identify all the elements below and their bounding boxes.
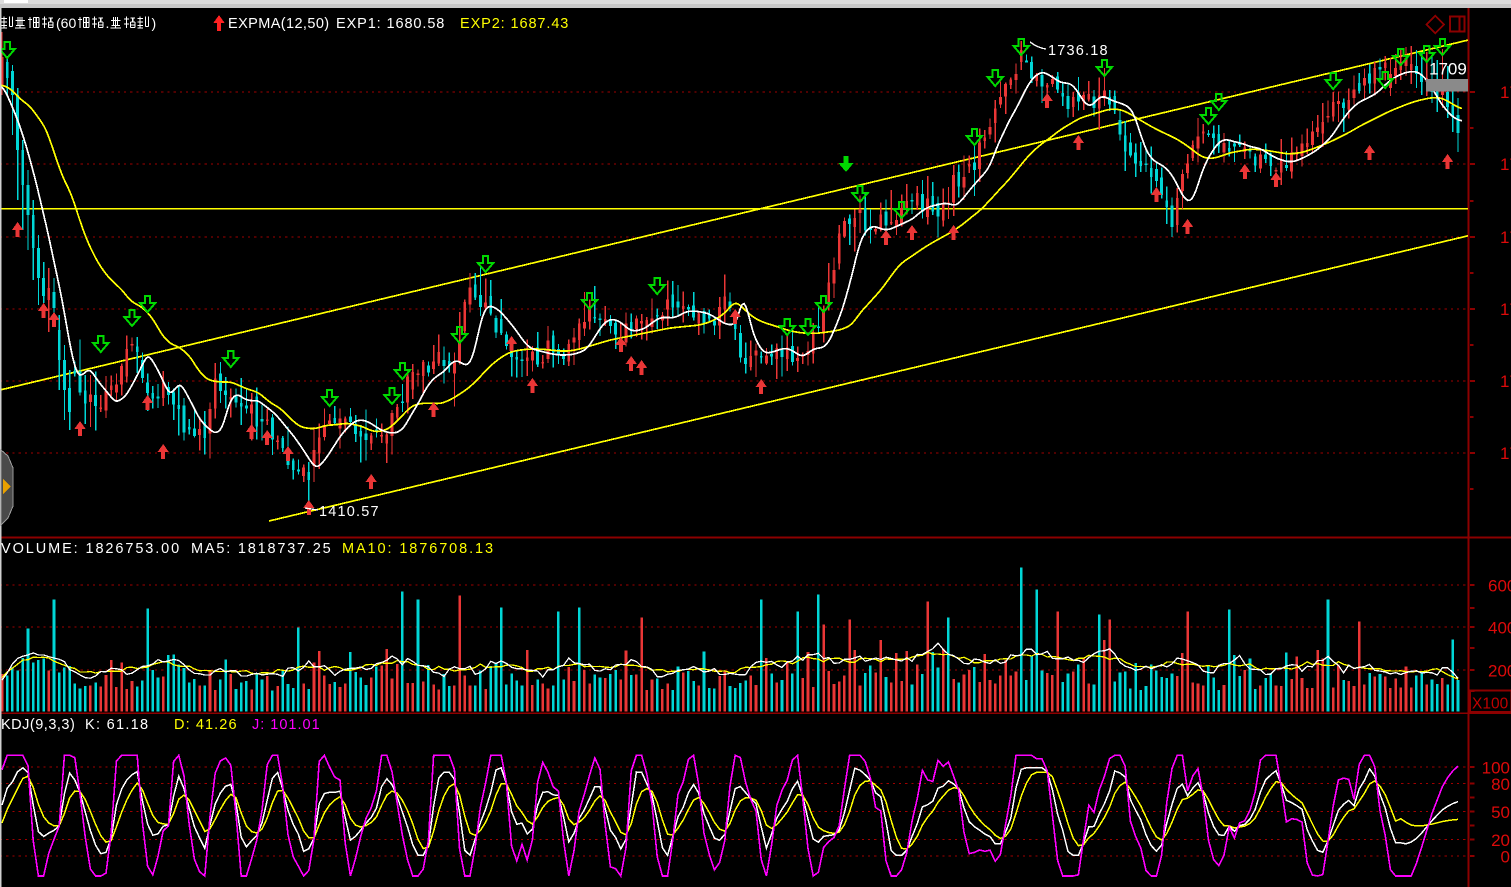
svg-text:EXPMA(12,50): EXPMA(12,50) <box>228 16 330 32</box>
svg-text:MA10: 1876708.13: MA10: 1876708.13 <box>342 541 495 557</box>
svg-text:17: 17 <box>1500 372 1511 391</box>
svg-text:17: 17 <box>1500 228 1511 247</box>
svg-text:1709: 1709 <box>1429 60 1467 79</box>
svg-text:20: 20 <box>1491 831 1510 850</box>
svg-text:100: 100 <box>1482 759 1510 778</box>
svg-text:4000: 4000 <box>1488 619 1511 638</box>
svg-text:6000: 6000 <box>1488 577 1511 596</box>
svg-text:50: 50 <box>1491 803 1510 822</box>
svg-text:1410.57: 1410.57 <box>319 504 380 520</box>
svg-text:17: 17 <box>1500 83 1511 102</box>
svg-text:2000: 2000 <box>1488 662 1511 681</box>
svg-text:17: 17 <box>1500 300 1511 319</box>
svg-text:.: . <box>106 15 110 31</box>
svg-text:D: 41.26: D: 41.26 <box>174 717 238 733</box>
svg-text:80: 80 <box>1491 775 1510 794</box>
svg-text:EXP1: 1680.58: EXP1: 1680.58 <box>336 16 445 32</box>
svg-text:MA5: 1818737.25: MA5: 1818737.25 <box>191 541 332 557</box>
svg-text:17: 17 <box>1500 155 1511 174</box>
svg-text:(60: (60 <box>56 15 76 31</box>
svg-text:KDJ(9,3,3): KDJ(9,3,3) <box>1 717 75 733</box>
svg-text:J: 101.01: J: 101.01 <box>252 717 321 733</box>
svg-text:17: 17 <box>1500 444 1511 463</box>
svg-text:1736.18: 1736.18 <box>1048 43 1109 59</box>
svg-text:K: 61.18: K: 61.18 <box>85 717 149 733</box>
svg-text:EXP2: 1687.43: EXP2: 1687.43 <box>460 16 569 32</box>
svg-text:X100: X100 <box>1472 696 1509 713</box>
svg-text:VOLUME: 1826753.00: VOLUME: 1826753.00 <box>1 541 181 557</box>
svg-text:): ) <box>152 15 157 31</box>
svg-text:0: 0 <box>1501 848 1510 867</box>
